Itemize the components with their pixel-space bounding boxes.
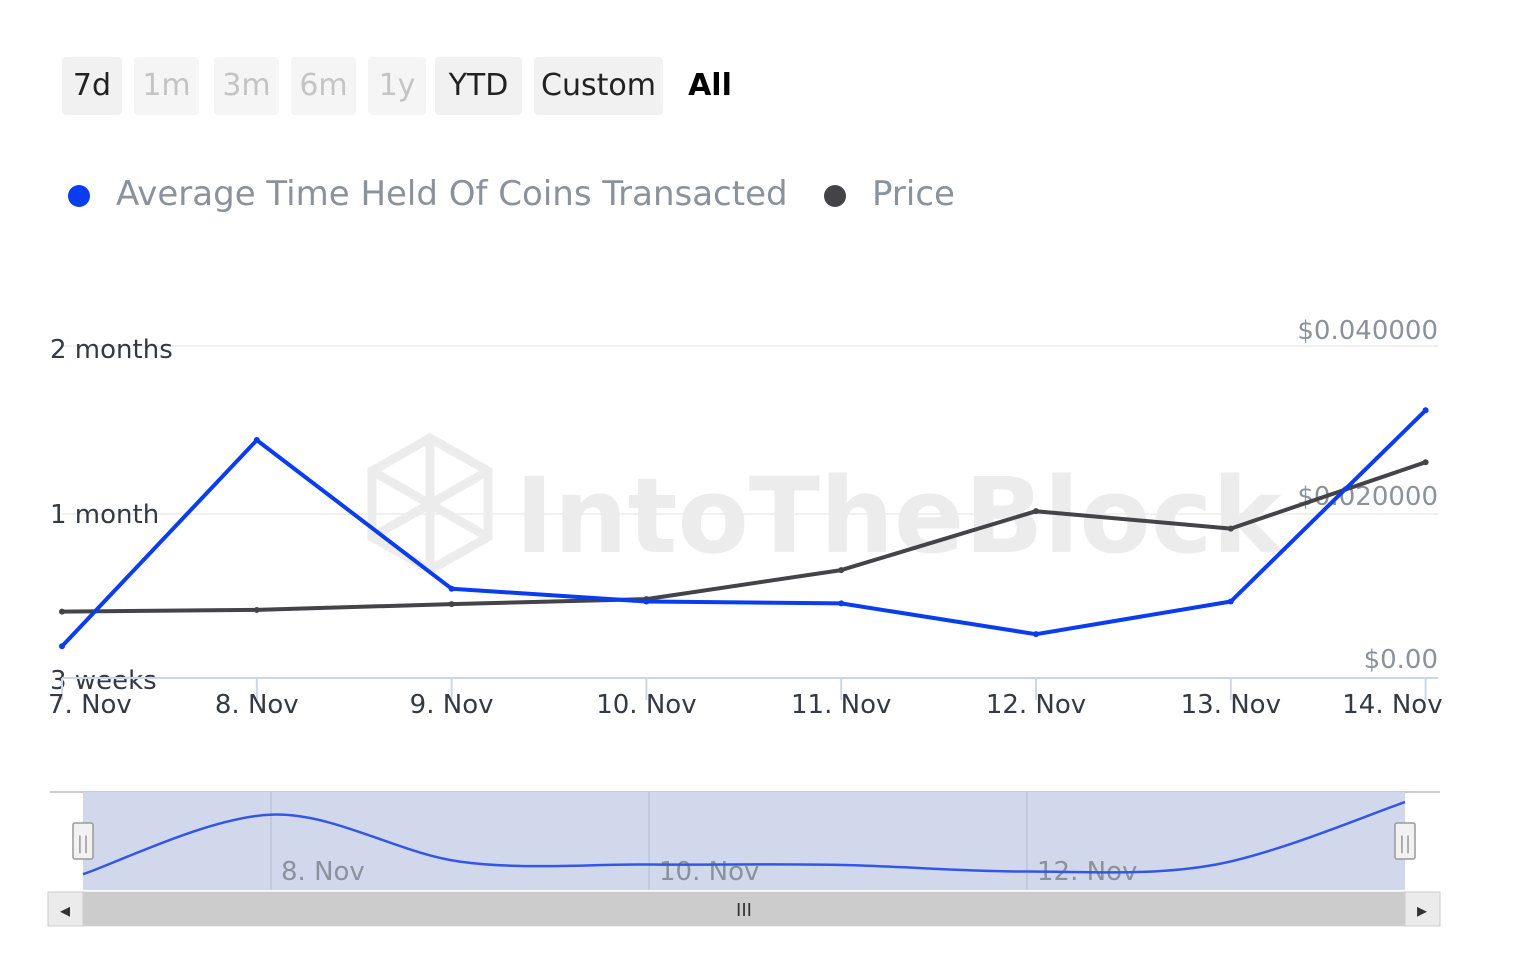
range-1m-button[interactable]: 1m bbox=[134, 57, 199, 115]
legend-label-price: Price bbox=[872, 174, 955, 214]
point-price[interactable] bbox=[1227, 525, 1234, 532]
range-1y-button[interactable]: 1y bbox=[368, 57, 426, 115]
point-average-time-held[interactable] bbox=[59, 643, 65, 650]
navigator-left-handle-grip: || bbox=[77, 833, 89, 854]
point-average-time-held[interactable] bbox=[253, 437, 260, 444]
right-axis-label-0-04: $0.040000 bbox=[1297, 316, 1438, 346]
watermark-logo-icon bbox=[367, 432, 493, 576]
scroll-right-arrow-icon: ▸ bbox=[1417, 898, 1427, 922]
left-axis-label-1-month: 1 month bbox=[50, 500, 159, 530]
navigator-tick-label-10-nov: 10. Nov bbox=[659, 857, 759, 887]
point-average-time-held[interactable] bbox=[643, 598, 650, 605]
x-axis-label: 7. Nov bbox=[48, 690, 132, 720]
series-line-price[interactable] bbox=[61, 460, 1427, 614]
navigator-left-handle[interactable]: || bbox=[72, 822, 94, 860]
x-axis-label: 11. Nov bbox=[791, 690, 891, 720]
legend-marker-average-time-held bbox=[68, 185, 90, 207]
legend-label-average-time-held: Average Time Held Of Coins Transacted bbox=[116, 174, 788, 214]
navigator-selected-range[interactable] bbox=[83, 792, 1405, 890]
point-average-time-held[interactable] bbox=[448, 585, 455, 592]
point-price[interactable] bbox=[448, 601, 455, 608]
right-axis-label-0: $0.00 bbox=[1364, 645, 1438, 675]
point-average-time-held[interactable] bbox=[1227, 598, 1234, 605]
scroll-left-arrow-icon: ◂ bbox=[60, 898, 70, 922]
range-ytd-button[interactable]: YTD bbox=[435, 57, 522, 115]
watermark-text: IntoTheBlock bbox=[515, 455, 1284, 577]
navigator-right-handle-grip: || bbox=[1399, 833, 1411, 854]
range-custom-button[interactable]: Custom bbox=[534, 57, 663, 115]
point-average-time-held[interactable] bbox=[838, 600, 845, 607]
left-axis-label-3-weeks: 3 weeks bbox=[50, 666, 157, 696]
x-axis-label: 10. Nov bbox=[596, 690, 696, 720]
scrollbar-right-button[interactable]: ▸ bbox=[1404, 891, 1441, 927]
range-all-button[interactable]: All bbox=[688, 68, 732, 103]
point-price[interactable] bbox=[1033, 508, 1039, 515]
grid-lines bbox=[62, 345, 1438, 515]
point-price[interactable] bbox=[1422, 459, 1429, 466]
scrollbar-grip-icon: III bbox=[736, 900, 752, 921]
main-chart: IntoTheBlock 3 weeks 1 month 2 months $0… bbox=[48, 316, 1443, 720]
point-price[interactable] bbox=[838, 567, 845, 574]
x-axis-labels: 7. Nov 8. Nov 9. Nov 10. Nov 11. Nov 12. Nov 1… bbox=[48, 690, 1443, 720]
watermark: IntoTheBlock bbox=[367, 432, 1284, 577]
point-average-time-held[interactable] bbox=[1422, 407, 1429, 414]
navigator-right-handle[interactable]: || bbox=[1394, 822, 1416, 860]
range-6m-button[interactable]: 6m bbox=[291, 57, 356, 115]
point-price[interactable] bbox=[59, 608, 65, 615]
navigator-tick-label-8-nov: 8. Nov bbox=[281, 857, 365, 887]
x-axis-label: 13. Nov bbox=[1181, 690, 1281, 720]
x-axis-label: 14. Nov bbox=[1342, 690, 1442, 720]
point-price[interactable] bbox=[253, 606, 260, 613]
scrollbar-left-button[interactable]: ◂ bbox=[47, 891, 84, 927]
x-axis-label: 8. Nov bbox=[215, 690, 299, 720]
x-axis-label: 9. Nov bbox=[410, 690, 494, 720]
series-layer bbox=[59, 407, 1429, 650]
scrollbar-thumb[interactable] bbox=[83, 892, 1405, 926]
range-3m-button[interactable]: 3m bbox=[214, 57, 279, 115]
range-7d-button[interactable]: 7d bbox=[62, 57, 122, 115]
left-axis-label-2-months: 2 months bbox=[50, 335, 173, 365]
x-axis-ticks bbox=[61, 678, 1427, 700]
legend-marker-price bbox=[824, 185, 846, 207]
point-average-time-held[interactable] bbox=[1033, 631, 1039, 638]
navigator-grid bbox=[270, 792, 1028, 890]
x-axis-label: 12. Nov bbox=[986, 690, 1086, 720]
navigator-series-line bbox=[82, 800, 1406, 876]
series-line-average-time-held[interactable] bbox=[60, 408, 1428, 648]
navigator: 8. Nov 10. Nov 12. Nov || || ◂ ▸ III bbox=[47, 791, 1441, 927]
